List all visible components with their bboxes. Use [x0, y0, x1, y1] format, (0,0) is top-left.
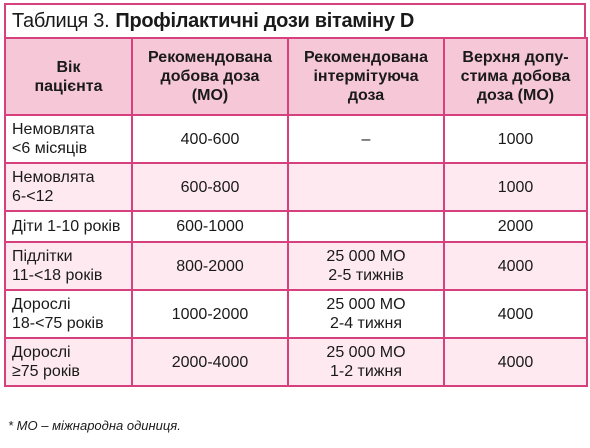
table-row: Дорослі ≥75 років 2000-4000 25 000 МО 1-…	[4, 337, 588, 387]
table-title: Таблиця 3. Профілактичні дози вітаміну D	[4, 3, 586, 37]
table-header-row: Вік пацієнта Рекомендована добова доза (…	[4, 37, 588, 116]
age-cell: Підлітки 11-<18 років	[4, 241, 133, 291]
header-intermittent-dose: Рекомендована інтермітуюча доза	[287, 37, 445, 116]
daily-dose-cell: 600-800	[131, 162, 289, 212]
footnote: * МО – міжнародна одиниця.	[8, 418, 181, 433]
header-age: Вік пацієнта	[4, 37, 133, 116]
age-cell: Дорослі ≥75 років	[4, 337, 133, 387]
header-line: пацієнта	[34, 77, 103, 95]
daily-dose-cell: 800-2000	[131, 241, 289, 291]
age-line: 18-<75 років	[12, 315, 104, 332]
header-line: інтермітуюча	[313, 68, 419, 85]
header-line: (МО)	[191, 87, 229, 104]
intermittent-line: 1-2 тижня	[329, 363, 403, 380]
daily-dose-cell: 600-1000	[131, 210, 289, 243]
header-line: добова доза	[160, 68, 260, 85]
age-line: 6-<12	[12, 188, 54, 205]
age-line: Діти 1-10 років	[12, 218, 121, 235]
table-number: Таблиця 3.	[12, 9, 110, 32]
age-cell: Немовлята 6-<12	[4, 162, 133, 212]
header-line: доза (МО)	[476, 87, 555, 104]
intermittent-line: 2-5 тижнів	[328, 267, 404, 284]
age-line: <6 місяців	[12, 140, 88, 157]
age-line: Дорослі	[12, 344, 71, 361]
age-line: Немовлята	[12, 121, 95, 138]
age-cell: Дорослі 18-<75 років	[4, 289, 133, 339]
daily-dose-cell: 400-600	[131, 114, 289, 164]
intermittent-dose-cell: –	[287, 114, 445, 164]
intermittent-line: 25 000 МО	[326, 344, 406, 361]
vitamin-d-dose-table: Вік пацієнта Рекомендована добова доза (…	[4, 37, 588, 387]
intermittent-dose-cell	[287, 210, 445, 243]
table-row: Дорослі 18-<75 років 1000-2000 25 000 МО…	[4, 289, 588, 339]
age-line: Немовлята	[12, 169, 95, 186]
intermittent-dose-cell	[287, 162, 445, 212]
age-line: 11-<18 років	[12, 267, 103, 284]
intermittent-line: 25 000 МО	[326, 296, 406, 313]
daily-dose-cell: 2000-4000	[131, 337, 289, 387]
daily-dose-cell: 1000-2000	[131, 289, 289, 339]
header-line: стима добова	[460, 68, 571, 85]
age-line: Підлітки	[12, 248, 73, 265]
age-cell: Немовлята <6 місяців	[4, 114, 133, 164]
age-line: ≥75 років	[12, 363, 80, 380]
intermittent-dose-cell: 25 000 МО 2-4 тижня	[287, 289, 445, 339]
age-cell: Діти 1-10 років	[4, 210, 133, 243]
intermittent-dose-cell: 25 000 МО 1-2 тижня	[287, 337, 445, 387]
intermittent-line: 25 000 МО	[326, 248, 406, 265]
header-line: доза	[347, 87, 385, 104]
table-caption: Профілактичні дози вітаміну D	[115, 9, 415, 32]
header-line: Вік	[56, 58, 81, 76]
upper-limit-cell: 4000	[443, 289, 588, 339]
header-upper-limit: Верхня допу- стима добова доза (МО)	[443, 37, 588, 116]
upper-limit-cell: 4000	[443, 337, 588, 387]
upper-limit-cell: 2000	[443, 210, 588, 243]
upper-limit-cell: 4000	[443, 241, 588, 291]
upper-limit-cell: 1000	[443, 114, 588, 164]
header-line: Рекомендована	[148, 49, 272, 66]
table-row: Немовлята 6-<12 600-800 1000	[4, 162, 588, 212]
intermittent-line: –	[361, 130, 371, 148]
intermittent-line: 2-4 тижня	[329, 315, 403, 332]
header-line: Верхня допу-	[462, 49, 569, 66]
table-row: Немовлята <6 місяців 400-600 – 1000	[4, 114, 588, 164]
upper-limit-cell: 1000	[443, 162, 588, 212]
table-row: Діти 1-10 років 600-1000 2000	[4, 210, 588, 243]
table-row: Підлітки 11-<18 років 800-2000 25 000 МО…	[4, 241, 588, 291]
header-daily-dose: Рекомендована добова доза (МО)	[131, 37, 289, 116]
age-line: Дорослі	[12, 296, 71, 313]
intermittent-dose-cell: 25 000 МО 2-5 тижнів	[287, 241, 445, 291]
header-line: Рекомендована	[304, 49, 428, 66]
